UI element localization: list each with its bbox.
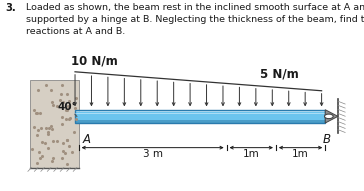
FancyBboxPatch shape [30,80,79,168]
Point [49,159,55,162]
Point [59,116,64,119]
Polygon shape [325,110,338,123]
Point [36,151,41,154]
Point [48,88,54,91]
Point [73,118,79,121]
Point [41,141,47,144]
Point [37,157,43,160]
Point [50,157,56,160]
Text: 10 N/m: 10 N/m [71,54,118,67]
Point [49,128,55,131]
Text: A: A [82,134,90,146]
Point [32,109,37,112]
Point [72,96,78,99]
Text: Loaded as shown, the beam rest in the inclined smooth surface at A and
supported: Loaded as shown, the beam rest in the in… [26,3,364,36]
Point [43,127,49,130]
Text: B: B [323,134,331,146]
Text: 3.: 3. [5,3,16,13]
Point [37,126,43,129]
Point [58,93,64,96]
Point [64,108,70,111]
Point [37,112,43,115]
Point [60,149,66,152]
Point [60,100,66,103]
Point [59,84,65,87]
Point [66,99,72,102]
Text: 1m: 1m [243,149,260,159]
Point [50,139,56,142]
Point [71,130,76,133]
Point [54,104,60,107]
Point [35,128,41,131]
Point [66,118,72,121]
Point [43,83,48,86]
Point [48,125,54,128]
Point [46,132,51,135]
Text: 1m: 1m [292,149,309,159]
Point [57,99,63,102]
Point [34,112,40,115]
Point [64,162,70,165]
Point [50,101,55,104]
Point [66,145,72,148]
Point [64,139,70,142]
Point [50,104,56,107]
Point [69,150,75,153]
FancyBboxPatch shape [75,120,325,123]
Point [63,117,69,121]
Point [39,154,45,157]
Point [60,122,66,125]
Point [67,117,73,120]
FancyBboxPatch shape [75,112,325,120]
Point [64,139,70,142]
Point [33,111,39,114]
Point [39,141,45,144]
Point [35,89,41,92]
Point [35,134,40,137]
Point [31,126,36,129]
Point [54,140,60,143]
Point [60,142,66,145]
Point [64,93,70,96]
Point [60,156,66,159]
Point [46,146,51,149]
Point [66,106,72,109]
Point [46,127,52,130]
Point [29,147,35,150]
Point [35,162,40,165]
Circle shape [325,114,333,119]
Text: 5 N/m: 5 N/m [260,67,299,80]
Point [65,104,71,107]
Point [72,106,78,109]
FancyBboxPatch shape [75,110,325,112]
Point [63,109,69,112]
Text: 3 m: 3 m [143,149,163,159]
Point [62,151,68,155]
Point [45,130,51,133]
Text: 40°: 40° [57,102,77,112]
